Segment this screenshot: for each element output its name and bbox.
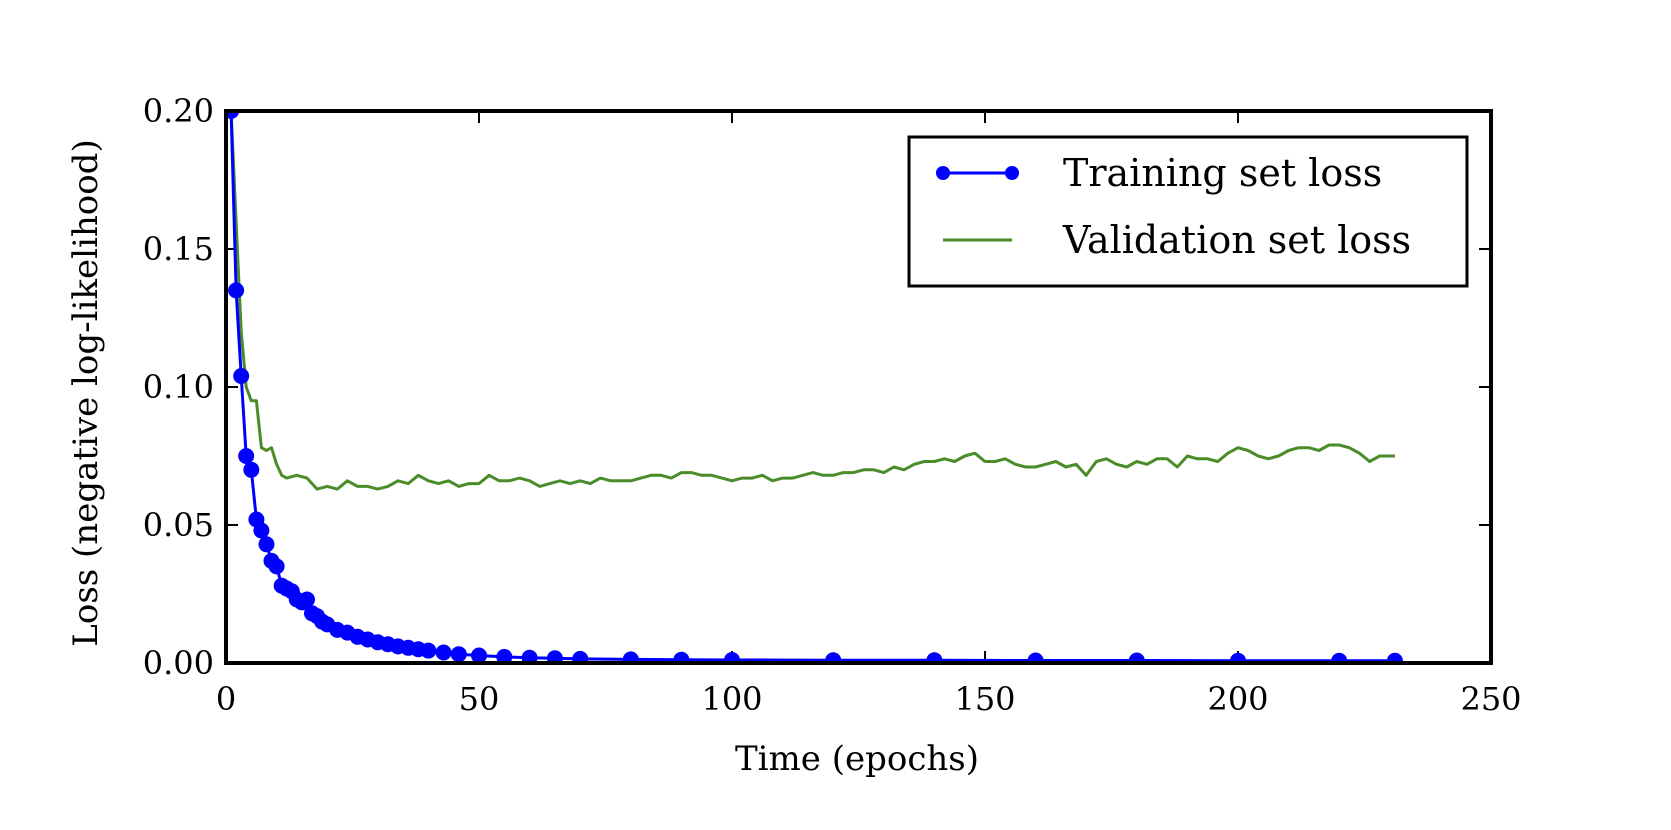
training-set-loss-point bbox=[1027, 652, 1044, 663]
legend-training-marker-right bbox=[1005, 166, 1019, 180]
x-tick-label: 200 bbox=[1207, 680, 1268, 718]
y-axis-label: Loss (negative log-likelihood) bbox=[66, 139, 106, 646]
legend-box bbox=[907, 135, 1469, 288]
legend-training-marker-left bbox=[936, 166, 950, 180]
training-set-loss-point bbox=[253, 522, 270, 539]
x-tick-label: 50 bbox=[459, 680, 500, 718]
training-set-loss-point bbox=[299, 591, 315, 608]
training-set-loss-point bbox=[496, 648, 513, 663]
series-layer bbox=[226, 111, 1403, 663]
training-set-loss-point bbox=[471, 647, 487, 663]
training-set-loss-point bbox=[268, 558, 285, 575]
training-set-loss-point bbox=[258, 536, 275, 553]
y-tick-label: 0.20 bbox=[143, 92, 214, 130]
training-set-loss-point bbox=[546, 650, 563, 663]
x-tick-label: 250 bbox=[1460, 680, 1521, 718]
training-set-loss-point bbox=[926, 652, 943, 663]
x-tick-label: 100 bbox=[701, 680, 762, 718]
training-set-loss-point bbox=[420, 642, 437, 659]
y-tick-label: 0.10 bbox=[143, 368, 214, 406]
legend: Training set loss Validation set loss bbox=[907, 135, 1469, 288]
validation-set-loss-line bbox=[229, 111, 1395, 491]
training-set-loss-point bbox=[572, 650, 589, 663]
training-set-loss-point bbox=[622, 651, 639, 663]
training-set-loss-point bbox=[1386, 652, 1403, 663]
x-tick-label: 0 bbox=[216, 680, 236, 718]
training-set-loss-point bbox=[238, 448, 255, 464]
y-tick-label: 0.15 bbox=[143, 230, 214, 268]
legend-training-label: Training set loss bbox=[1063, 151, 1382, 195]
x-axis-label: Time (epochs) bbox=[735, 739, 979, 779]
legend-validation-label: Validation set loss bbox=[1062, 218, 1411, 262]
y-tick-label: 0.00 bbox=[143, 644, 214, 682]
training-set-loss-point bbox=[825, 652, 842, 663]
training-set-loss-point bbox=[1331, 652, 1348, 663]
training-set-loss-point bbox=[1128, 652, 1145, 663]
training-set-loss-point bbox=[521, 649, 538, 663]
training-set-loss-point bbox=[724, 652, 740, 663]
tick-labels: 0 50 100 150 200 250 0.00 0.05 0.10 0.15 0.20 bbox=[143, 92, 1522, 718]
training-set-loss-point bbox=[228, 282, 245, 299]
y-tick-label: 0.05 bbox=[143, 506, 214, 544]
training-set-loss-point bbox=[1230, 652, 1246, 663]
training-set-loss-point bbox=[233, 368, 250, 384]
x-tick-label: 150 bbox=[954, 680, 1015, 718]
plot-frame bbox=[224, 109, 1493, 665]
training-set-loss-point bbox=[435, 644, 452, 661]
training-set-loss-point bbox=[450, 646, 467, 663]
training-set-loss-point bbox=[673, 651, 690, 663]
training-set-loss-point bbox=[243, 461, 260, 478]
